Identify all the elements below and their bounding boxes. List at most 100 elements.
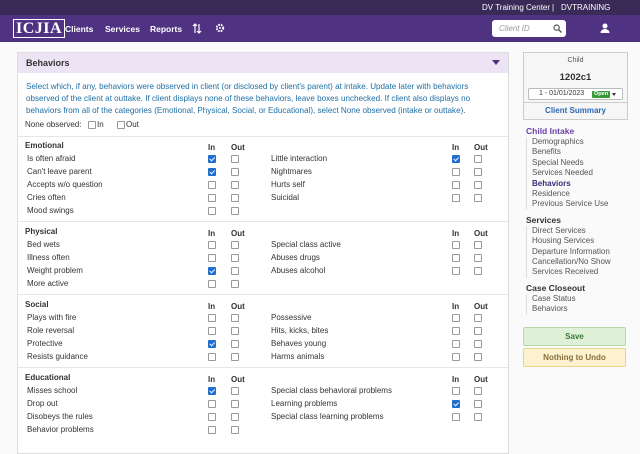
client-summary-link[interactable]: Client Summary — [545, 106, 606, 115]
menu-item[interactable]: Services Received — [532, 267, 599, 277]
menu-item[interactable]: Previous Service Use — [532, 199, 609, 209]
checkbox[interactable] — [208, 327, 216, 335]
checkbox[interactable] — [231, 207, 239, 215]
menu-item[interactable]: Departure Information — [532, 246, 610, 256]
checkbox[interactable] — [474, 340, 482, 348]
undo-button[interactable]: Nothing to Undo — [523, 348, 626, 367]
sort-icon[interactable] — [192, 23, 202, 34]
search-icon[interactable] — [553, 24, 562, 33]
menu-item[interactable]: Benefits — [532, 147, 561, 157]
checkbox[interactable] — [231, 314, 239, 322]
checkbox[interactable] — [231, 241, 239, 249]
checkbox[interactable] — [452, 314, 460, 322]
nav-link[interactable]: Clients — [65, 24, 94, 34]
checkbox[interactable] — [474, 314, 482, 322]
checkbox[interactable] — [231, 280, 239, 288]
panel-header[interactable]: Behaviors — [18, 53, 508, 73]
checkbox[interactable] — [208, 194, 216, 202]
checkbox[interactable] — [452, 181, 460, 189]
checkbox[interactable] — [208, 413, 216, 421]
checkbox[interactable] — [231, 194, 239, 202]
checkbox[interactable] — [208, 181, 216, 189]
menu-item[interactable]: Behaviors — [532, 178, 571, 188]
checkbox[interactable] — [474, 241, 482, 249]
checkbox[interactable] — [208, 267, 216, 275]
checkbox[interactable] — [208, 241, 216, 249]
checkbox[interactable] — [231, 353, 239, 361]
checkbox[interactable] — [474, 181, 482, 189]
checkbox[interactable] — [231, 340, 239, 348]
checkbox[interactable] — [208, 314, 216, 322]
menu-item[interactable]: Residence — [532, 189, 570, 198]
checkbox[interactable] — [452, 353, 460, 361]
checkbox[interactable] — [474, 168, 482, 176]
menu-item[interactable]: Behaviors — [532, 304, 568, 314]
checkbox[interactable] — [231, 400, 239, 408]
checkbox[interactable] — [208, 254, 216, 262]
menu-item[interactable]: Demographics — [532, 137, 584, 146]
checkbox[interactable] — [231, 168, 239, 176]
checkbox[interactable] — [231, 181, 239, 189]
checkbox[interactable] — [208, 280, 216, 288]
checkbox[interactable] — [231, 413, 239, 421]
menu-item[interactable]: Cancellation/No Show — [532, 257, 611, 266]
checkbox[interactable] — [474, 353, 482, 361]
column-header: In — [452, 143, 460, 152]
checkbox[interactable] — [208, 387, 216, 395]
checkbox[interactable] — [452, 168, 460, 176]
checkbox[interactable] — [208, 168, 216, 176]
menu-heading[interactable]: Child Intake — [526, 126, 575, 136]
checkbox[interactable] — [208, 426, 216, 434]
collapse-caret[interactable] — [492, 60, 500, 65]
checkbox[interactable] — [474, 194, 482, 202]
menu-item[interactable]: Special Needs — [532, 157, 584, 167]
menu-item[interactable]: Services Needed — [532, 168, 593, 178]
menu-item[interactable]: Direct Services — [532, 225, 586, 235]
nav-link[interactable]: Reports — [150, 24, 183, 34]
settings-icon[interactable] — [215, 23, 225, 33]
checkbox[interactable] — [117, 121, 125, 129]
checkbox[interactable] — [231, 155, 239, 163]
checkbox[interactable] — [208, 400, 216, 408]
checkbox[interactable] — [452, 241, 460, 249]
nav-link[interactable]: Services — [105, 24, 140, 34]
checkbox[interactable] — [452, 155, 460, 163]
menu-heading[interactable]: Case Closeout — [526, 282, 586, 293]
checkbox[interactable] — [231, 254, 239, 262]
checkbox[interactable] — [231, 387, 239, 395]
logo[interactable]: ICJIA — [13, 19, 66, 38]
checkbox[interactable] — [452, 400, 460, 408]
checkbox[interactable] — [208, 340, 216, 348]
checkbox[interactable] — [231, 327, 239, 335]
org-name[interactable]: DV Training Center — [482, 3, 551, 12]
checkbox[interactable] — [474, 400, 482, 408]
checkbox[interactable] — [231, 426, 239, 434]
checkbox[interactable] — [474, 254, 482, 262]
checkbox[interactable] — [452, 387, 460, 395]
episode-select[interactable]: 1 - 01/01/2023 Open — [528, 88, 623, 100]
checkbox[interactable] — [474, 387, 482, 395]
menu-heading[interactable]: Services — [526, 214, 561, 225]
search-box[interactable]: Client ID — [492, 20, 566, 37]
checkbox[interactable] — [474, 327, 482, 335]
user-icon[interactable] — [600, 23, 610, 33]
checkbox[interactable] — [231, 267, 239, 275]
checkbox[interactable] — [88, 121, 96, 129]
checkbox[interactable] — [474, 267, 482, 275]
checkbox[interactable] — [452, 267, 460, 275]
checkbox[interactable] — [452, 194, 460, 202]
checkbox[interactable] — [208, 207, 216, 215]
checkbox[interactable] — [452, 413, 460, 421]
menu-item[interactable]: Case Status — [532, 293, 576, 303]
save-button[interactable]: Save — [523, 327, 626, 346]
behavior-label: Disobeys the rules — [27, 412, 93, 421]
checkbox[interactable] — [452, 254, 460, 262]
checkbox[interactable] — [208, 353, 216, 361]
checkbox[interactable] — [452, 327, 460, 335]
checkbox[interactable] — [474, 413, 482, 421]
user-name[interactable]: DVTRAINING — [561, 3, 611, 12]
menu-item[interactable]: Housing Services — [532, 236, 595, 246]
checkbox[interactable] — [452, 340, 460, 348]
checkbox[interactable] — [208, 155, 216, 163]
checkbox[interactable] — [474, 155, 482, 163]
